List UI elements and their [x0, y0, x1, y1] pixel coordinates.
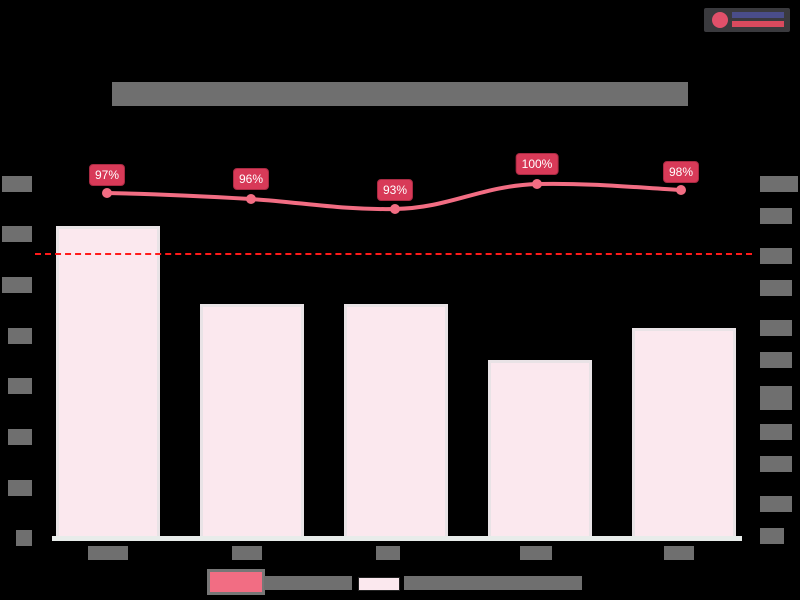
- right-axis-tick: [760, 424, 792, 440]
- bar-4: [632, 328, 736, 540]
- right-axis-tick: [760, 208, 792, 224]
- bar-3: [488, 360, 592, 540]
- data-label: 98%: [662, 161, 700, 183]
- x-axis-tick: [664, 546, 694, 560]
- right-axis-tick: [760, 386, 792, 410]
- circle-logo-icon: [712, 12, 728, 28]
- logo-text-top: [732, 12, 784, 18]
- right-axis-tick: [760, 456, 792, 472]
- right-axis-tick: [760, 176, 798, 192]
- x-axis-tick: [520, 546, 552, 560]
- left-axis-tick: [8, 328, 32, 344]
- brand-logo: [704, 8, 790, 32]
- line-point: [102, 188, 112, 198]
- x-axis-tick: [88, 546, 128, 560]
- left-axis-tick: [8, 378, 32, 394]
- left-axis-tick: [2, 277, 32, 293]
- x-axis-tick: [232, 546, 262, 560]
- left-axis-tick: [2, 176, 32, 192]
- right-axis-tick: [760, 496, 792, 512]
- legend-swatch-line[interactable]: [207, 569, 265, 595]
- logo-text-bottom: [732, 21, 784, 27]
- left-axis-tick: [8, 480, 32, 496]
- bar-2: [344, 304, 448, 540]
- bar-0: [56, 226, 160, 540]
- line-point: [532, 179, 542, 189]
- data-label: 97%: [88, 164, 126, 186]
- right-axis-tick: [760, 320, 792, 336]
- data-label: 100%: [515, 153, 559, 175]
- line-point: [246, 194, 256, 204]
- right-axis-tick: [760, 280, 792, 296]
- line-point: [676, 185, 686, 195]
- right-axis-tick: [760, 248, 792, 264]
- left-axis-tick: [8, 429, 32, 445]
- legend-swatch-bar[interactable]: [358, 577, 400, 591]
- right-axis-tick: [760, 352, 792, 368]
- chart-title: [112, 82, 688, 106]
- left-axis-tick: [16, 530, 32, 546]
- reference-dashed-line: [35, 253, 752, 255]
- left-axis-tick: [2, 226, 32, 242]
- legend-label-line[interactable]: [264, 576, 352, 590]
- x-axis-baseline: [52, 536, 742, 541]
- data-label: 93%: [376, 179, 414, 201]
- legend-label-bar[interactable]: [404, 576, 582, 590]
- bar-1: [200, 304, 304, 540]
- x-axis-tick: [376, 546, 400, 560]
- line-point: [390, 204, 400, 214]
- data-label: 96%: [232, 168, 270, 190]
- right-axis-tick: [760, 528, 784, 544]
